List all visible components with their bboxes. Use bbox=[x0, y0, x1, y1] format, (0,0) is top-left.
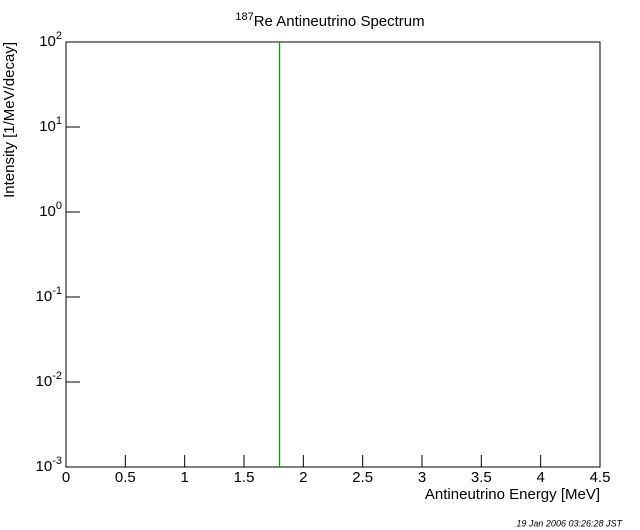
x-axis-label: Antineutrino Energy [MeV] bbox=[425, 486, 600, 503]
y-tick-label: 101 bbox=[39, 115, 62, 135]
x-tick-label: 1 bbox=[180, 469, 188, 486]
x-tick-label: 4 bbox=[536, 469, 544, 486]
y-tick-exponent: 2 bbox=[56, 30, 62, 42]
y-tick-label: 102 bbox=[39, 30, 62, 50]
y-tick-label: 10-2 bbox=[36, 370, 62, 390]
y-tick-exponent: -2 bbox=[52, 370, 62, 382]
timestamp: 19 Jan 2006 03:26:28 JST bbox=[516, 518, 623, 528]
x-tick-label: 0 bbox=[62, 469, 70, 486]
chart-title: 187Re Antineutrino Spectrum bbox=[235, 11, 424, 30]
title-text: Re Antineutrino Spectrum bbox=[254, 13, 425, 30]
x-tick-label: 3.5 bbox=[471, 469, 492, 486]
title-superscript: 187 bbox=[235, 11, 253, 23]
y-tick-base: 10 bbox=[36, 458, 53, 475]
y-tick-base: 10 bbox=[36, 373, 53, 390]
y-tick-base: 10 bbox=[36, 288, 53, 305]
x-tick-label: 4.5 bbox=[590, 469, 611, 486]
x-tick-label: 2 bbox=[299, 469, 307, 486]
y-tick-label: 100 bbox=[39, 200, 62, 220]
plot-frame bbox=[65, 41, 601, 468]
y-tick-base: 10 bbox=[39, 33, 56, 50]
y-axis-label: Intensity [1/MeV/decay] bbox=[1, 42, 18, 198]
x-tick-label: 1.5 bbox=[234, 469, 255, 486]
y-tick-exponent: 1 bbox=[56, 115, 62, 127]
y-tick-label: 10-1 bbox=[36, 285, 62, 305]
y-tick-label: 10-3 bbox=[36, 455, 62, 475]
y-tick-exponent: 0 bbox=[56, 200, 62, 212]
x-tick-label: 3 bbox=[418, 469, 426, 486]
y-tick-exponent: -3 bbox=[52, 455, 62, 467]
y-tick-exponent: -1 bbox=[52, 285, 62, 297]
x-tick-label: 2.5 bbox=[352, 469, 373, 486]
y-tick-base: 10 bbox=[39, 118, 56, 135]
y-tick-base: 10 bbox=[39, 203, 56, 220]
x-tick-label: 0.5 bbox=[115, 469, 136, 486]
